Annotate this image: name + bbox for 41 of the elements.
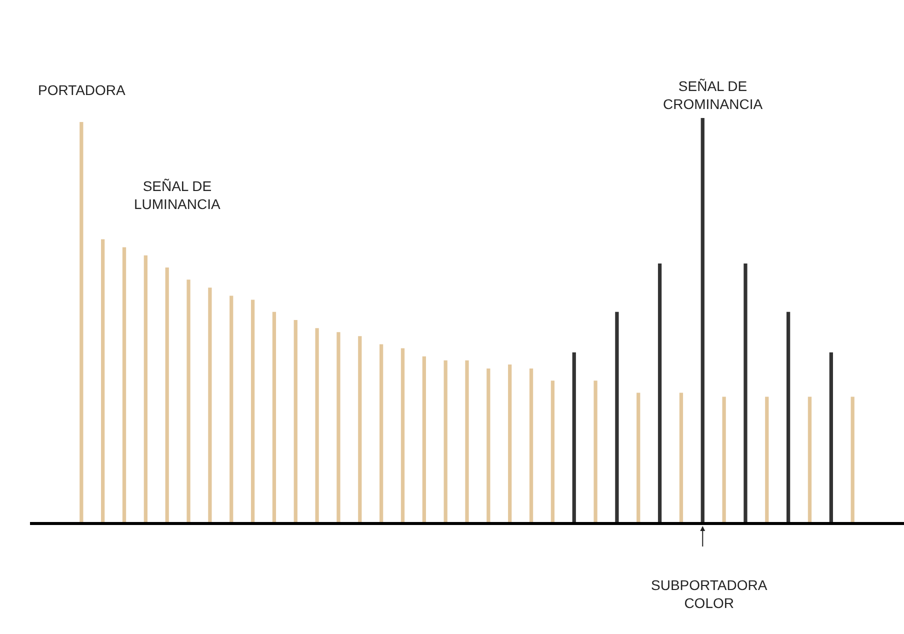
bar [336, 332, 340, 522]
bar [808, 396, 812, 522]
bar [744, 263, 748, 522]
bar [186, 280, 190, 522]
bar [400, 348, 405, 522]
bar [594, 380, 598, 522]
bar [550, 380, 555, 522]
bar [850, 396, 854, 522]
bar [786, 312, 790, 522]
bar [658, 263, 662, 522]
bar [358, 336, 362, 522]
bar [165, 267, 169, 522]
bar [250, 300, 255, 522]
bar [230, 296, 234, 522]
bar [465, 360, 469, 522]
bar [615, 312, 619, 522]
text: PORTADORA [38, 82, 126, 98]
bar [700, 118, 704, 522]
bar [208, 288, 212, 522]
bar [679, 392, 684, 522]
bar [272, 312, 276, 522]
bar [80, 122, 84, 522]
bar [765, 396, 769, 522]
annotation: SEÑAL DE LUMINANCIA [134, 178, 222, 212]
bar [508, 364, 512, 522]
text: SUBPORTADORA COLOR [651, 577, 768, 612]
bar [572, 352, 576, 522]
bar [294, 320, 298, 522]
bar [122, 247, 126, 522]
bar [444, 360, 448, 522]
bar [486, 368, 490, 522]
bar [422, 356, 426, 522]
text: SEÑAL DE CROMINANCIA [663, 78, 764, 112]
bar [529, 368, 534, 522]
bar [722, 396, 726, 522]
bar [829, 352, 833, 522]
bar [315, 328, 319, 522]
bar [379, 344, 384, 522]
bar [101, 239, 105, 522]
bar [636, 392, 640, 522]
bar [144, 255, 148, 522]
